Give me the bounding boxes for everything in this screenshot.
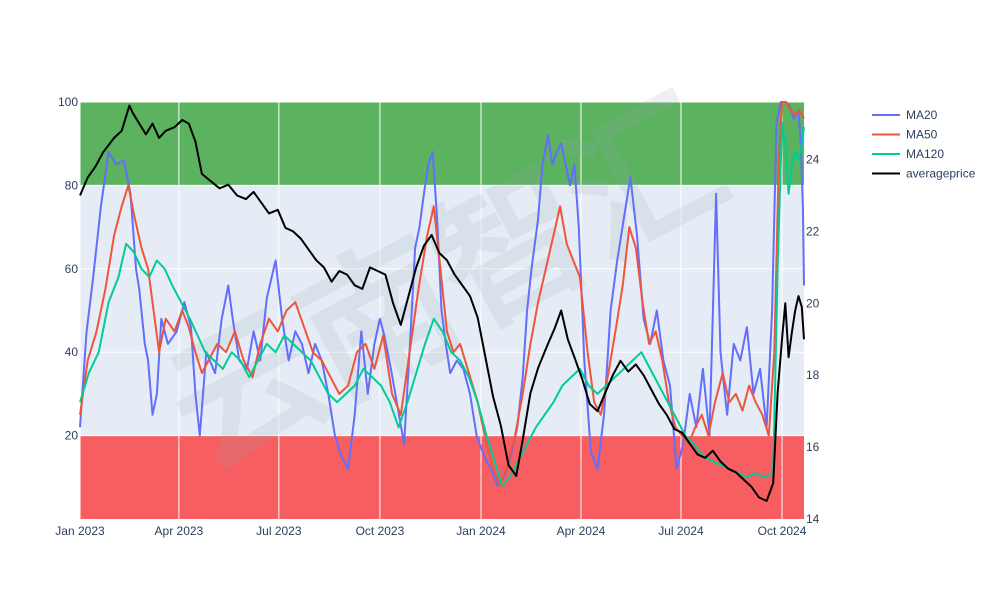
x-tick-label: Oct 2024 (758, 524, 807, 538)
x-tick-label: Apr 2023 (155, 524, 204, 538)
legend-label: MA120 (906, 147, 944, 161)
legend-item-ma50[interactable]: MA50 (872, 128, 938, 142)
y-right-tick-label: 24 (806, 153, 820, 167)
legend-label: MA50 (906, 128, 938, 142)
legend[interactable]: MA20 MA50 MA120 averageprice (872, 108, 976, 181)
y-axis-right: 14 16 18 20 22 24 (806, 153, 820, 526)
y-left-tick-label: 80 (65, 178, 79, 192)
x-tick-label: Jan 2023 (55, 524, 105, 538)
y-right-tick-label: 22 (806, 224, 820, 238)
series-lines (79, 101, 805, 502)
series-line-averageprice (79, 104, 805, 502)
series-line-ma20 (79, 101, 805, 487)
y-right-tick-label: 20 (806, 296, 820, 310)
legend-item-averageprice[interactable]: averageprice (872, 167, 976, 181)
legend-item-ma20[interactable]: MA20 (872, 108, 938, 122)
x-tick-label: Jan 2024 (456, 524, 506, 538)
series-line-ma120 (79, 121, 805, 487)
legend-label: MA20 (906, 108, 938, 122)
band-0-20 (80, 435, 804, 519)
legend-item-ma120[interactable]: MA120 (872, 147, 944, 161)
y-left-tick-label: 40 (65, 345, 79, 359)
x-tick-label: Oct 2023 (356, 524, 405, 538)
y-left-tick-label: 20 (65, 429, 79, 443)
y-right-tick-label: 14 (806, 512, 820, 526)
y-axis-left: 20 40 60 80 100 (58, 95, 78, 443)
y-right-tick-label: 18 (806, 368, 820, 382)
y-left-tick-label: 60 (65, 262, 79, 276)
x-tick-label: Jul 2023 (256, 524, 302, 538)
x-tick-label: Jul 2024 (658, 524, 704, 538)
y-right-tick-label: 16 (806, 440, 820, 454)
legend-label: averageprice (906, 167, 976, 181)
x-tick-label: Apr 2024 (557, 524, 606, 538)
threshold-bands (80, 102, 804, 519)
x-axis: Jan 2023 Apr 2023 Jul 2023 Oct 2023 Jan 2024… (55, 524, 806, 538)
y-left-tick-label: 100 (58, 95, 78, 109)
